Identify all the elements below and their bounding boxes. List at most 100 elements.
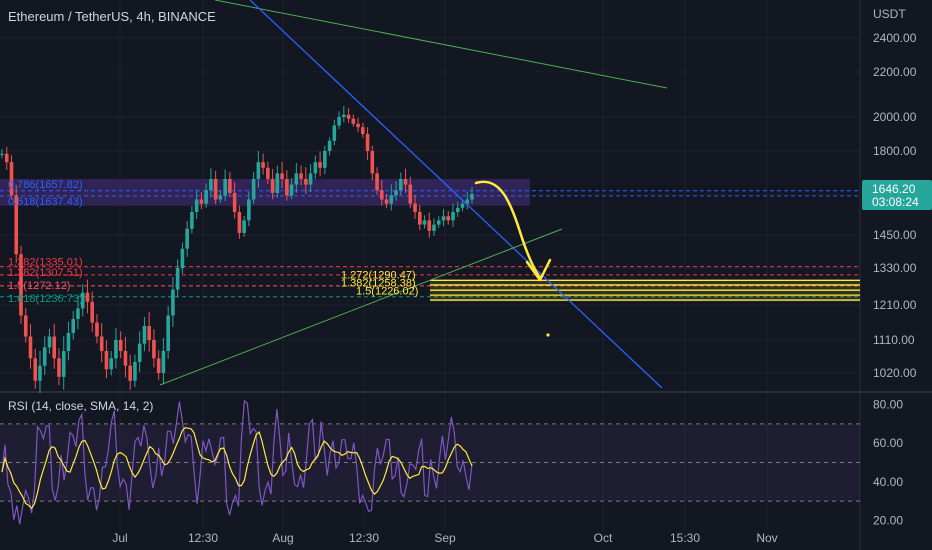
candle-body xyxy=(375,173,379,191)
candle-body xyxy=(14,195,19,255)
candle-body xyxy=(190,212,194,229)
fib-zones xyxy=(0,178,860,302)
candle-body xyxy=(199,199,204,204)
candle-body xyxy=(118,340,123,351)
candle-body xyxy=(28,336,33,359)
candle-body xyxy=(175,268,180,290)
candle-body xyxy=(85,292,90,302)
candle-body xyxy=(465,199,470,204)
candle-body xyxy=(266,167,270,179)
candle-body xyxy=(270,178,275,193)
candle-body xyxy=(327,140,332,151)
price-badge-value: 1646.20 xyxy=(872,182,916,196)
candle-body xyxy=(66,333,71,351)
candle-body xyxy=(180,248,185,268)
candle-body xyxy=(413,203,417,213)
candle-body xyxy=(379,190,384,200)
candle-body xyxy=(33,358,38,381)
candle-body xyxy=(308,173,313,185)
candle-body xyxy=(123,351,128,366)
x-tick-label: 12:30 xyxy=(349,531,379,545)
candle-body xyxy=(137,343,142,362)
fib-right-label: 1.5(1226.02) xyxy=(356,285,418,297)
candle-body xyxy=(436,220,441,225)
ascending-trendline xyxy=(159,228,563,386)
candle-body xyxy=(142,326,147,344)
y-tick-label: 1330.00 xyxy=(873,261,917,275)
rsi-sma-line xyxy=(1,427,473,510)
candle-body xyxy=(427,220,432,231)
y-axis-title: USDT xyxy=(873,7,906,21)
candle-body xyxy=(133,362,137,381)
candle-body xyxy=(432,224,436,231)
candle-body xyxy=(194,199,199,213)
candle-body xyxy=(209,178,213,191)
candle-body xyxy=(247,199,251,221)
fib-labels: 0.786(1657.82) 0.618(1637.43) 1.382(1335.0… xyxy=(8,179,418,305)
x-tick-label: 15:30 xyxy=(670,531,700,545)
candle-body xyxy=(4,153,9,163)
candle-body xyxy=(237,212,242,233)
x-tick-label: Oct xyxy=(594,531,613,545)
projection-arrow xyxy=(474,180,542,280)
x-tick-label: 12:30 xyxy=(188,531,218,545)
candle-body xyxy=(109,358,113,370)
fib-left-label: 1.382(1335.01) xyxy=(8,257,83,269)
candle-body xyxy=(42,347,47,366)
candle-body xyxy=(299,173,303,179)
candle-body xyxy=(251,178,256,200)
candle-body xyxy=(446,216,451,221)
y-tick-label: 1800.00 xyxy=(873,144,917,158)
rsi-tick-label: 40.00 xyxy=(873,475,903,489)
candle-body xyxy=(365,134,370,151)
candle-body xyxy=(61,351,66,377)
candle-body xyxy=(218,195,223,200)
fib-left-label: 1.5(1272.12) xyxy=(8,280,70,292)
candle-body xyxy=(403,178,408,185)
candle-body xyxy=(389,195,394,204)
candle-body xyxy=(47,336,52,348)
projection-arrowhead xyxy=(525,258,552,282)
fib-left-label: 1.382(1307.51) xyxy=(8,267,83,279)
fib-right-label: 1.272(1290.47) xyxy=(341,269,416,281)
candle-body xyxy=(71,319,76,333)
x-tick-label: Jul xyxy=(112,531,127,545)
candle-body xyxy=(342,114,346,117)
candle-body xyxy=(76,308,80,319)
drawings xyxy=(159,0,668,389)
x-tick-label: Sep xyxy=(434,531,456,545)
fib-right-label: 1.382(1258.38) xyxy=(341,277,416,289)
descending-trendline xyxy=(249,0,663,389)
candle-body xyxy=(23,315,28,337)
candle-body xyxy=(156,358,161,373)
candle-body xyxy=(455,207,460,213)
candle-body xyxy=(114,340,118,359)
candle-body xyxy=(361,127,365,134)
candle-body xyxy=(441,216,446,221)
rsi-tick-label: 60.00 xyxy=(873,436,903,450)
candle-body xyxy=(38,365,42,381)
candle-body xyxy=(147,326,151,340)
candle-body xyxy=(460,203,465,208)
candle-body xyxy=(90,301,95,323)
candle-body xyxy=(470,194,474,200)
resistance-zone xyxy=(0,178,530,206)
candle-body xyxy=(213,178,218,200)
price-badge-countdown: 03:08:24 xyxy=(872,195,919,209)
candle-body xyxy=(417,212,422,225)
candle-body xyxy=(261,162,265,168)
upper-trendline xyxy=(214,0,668,89)
candle-body xyxy=(223,178,227,196)
candle-body xyxy=(166,315,170,351)
candle-body xyxy=(408,184,413,204)
y-tick-label: 1450.00 xyxy=(873,228,917,242)
rsi-tick-label: 80.00 xyxy=(873,398,903,412)
chart-title: Ethereum / TetherUS, 4h, BINANCE xyxy=(8,9,216,24)
candle-body xyxy=(289,184,294,196)
rsi-tick-label: 20.00 xyxy=(873,513,903,527)
candle-body xyxy=(351,118,356,124)
candle-body xyxy=(171,289,175,316)
x-tick-label: Aug xyxy=(272,531,293,545)
